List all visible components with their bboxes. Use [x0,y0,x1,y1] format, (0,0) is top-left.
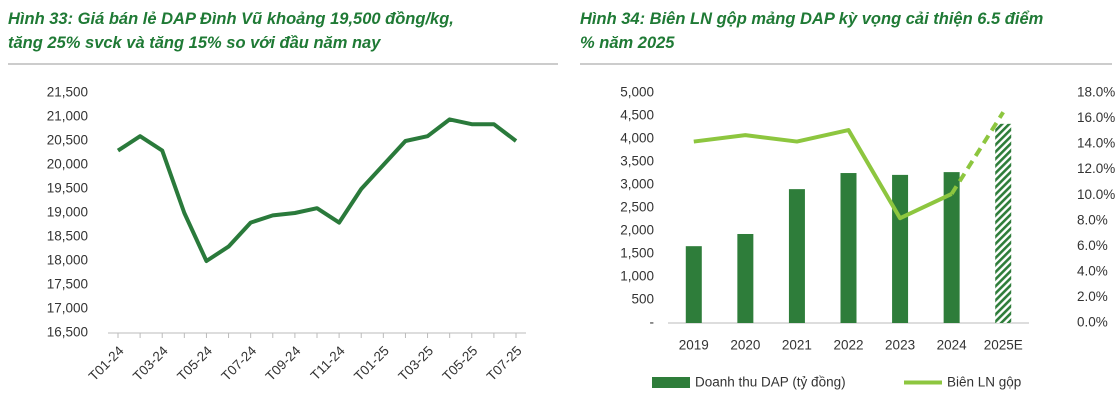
y2-tick-label: 2.0% [1077,289,1108,304]
legend-swatch [652,377,690,388]
y-tick-label: 19,000 [47,205,88,220]
bar [995,123,1012,323]
x-tick-label: 2025E [984,338,1023,353]
x-tick-label: T01-24 [86,343,127,384]
y2-tick-label: 12.0% [1077,161,1115,176]
y-tick-label: 17,000 [47,301,88,316]
x-tick-label: T07-25 [484,343,525,384]
y-tick-label: 21,000 [47,109,88,124]
y-tick-label: 2,000 [620,223,654,238]
x-tick-label: 2023 [885,338,915,353]
x-tick-label: 2019 [679,338,709,353]
y-tick-label: 19,500 [47,181,88,196]
bar [840,173,857,323]
x-tick-label: 2021 [782,338,812,353]
y-tick-label: 500 [631,292,654,307]
x-tick-label: 2022 [833,338,863,353]
x-tick-label: T11-24 [308,343,348,383]
bar [788,189,805,323]
y-tick-label: 20,500 [47,133,88,148]
y-tick-label: - [650,315,655,330]
y-tick-label: 3,500 [620,154,654,169]
y-tick-label: 16,500 [47,325,88,340]
x-tick-label: T07-24 [218,343,259,384]
x-tick-label: T05-24 [174,343,215,384]
y-tick-label: 21,500 [47,85,88,100]
y2-tick-label: 10.0% [1077,187,1115,202]
line-series [116,117,518,263]
bar [892,174,909,323]
legend-label: Biên LN gộp [947,375,1021,390]
line-series-projected [949,111,1005,196]
y-tick-label: 5,000 [620,85,654,100]
y-tick-label: 3,000 [620,177,654,192]
bar [943,172,960,323]
y2-tick-label: 14.0% [1077,136,1115,151]
chart-title: Hình 33: Giá bán lẻ DAP Đình Vũ khoảng 1… [8,10,454,28]
chart-title: tăng 25% svck và tăng 15% so với đầu năm… [8,34,381,52]
y-tick-label: 18,500 [47,229,88,244]
y2-tick-label: 18.0% [1077,85,1115,100]
y-tick-label: 20,000 [47,157,88,172]
y2-tick-label: 16.0% [1077,110,1115,125]
x-tick-label: T03-24 [130,343,171,384]
x-tick-label: T09-24 [263,343,304,384]
x-tick-label: T03-25 [395,343,436,384]
y-tick-label: 17,500 [47,277,88,292]
bar [737,233,754,323]
y-tick-label: 1,500 [620,246,654,261]
y-tick-label: 1,000 [620,269,654,284]
bar [685,246,702,323]
y2-tick-label: 4.0% [1077,263,1108,278]
x-tick-label: T05-25 [440,343,481,384]
y2-tick-label: 8.0% [1077,212,1108,227]
y-tick-label: 4,000 [620,131,654,146]
legend-label: Doanh thu DAP (tỷ đồng) [695,375,846,390]
y-tick-label: 2,500 [620,200,654,215]
line-series [693,128,953,221]
y-tick-label: 18,000 [47,253,88,268]
chart-title: % năm 2025 [580,34,675,52]
y-tick-label: 4,500 [620,108,654,123]
y2-tick-label: 0.0% [1077,315,1108,330]
x-tick-label: 2024 [937,338,968,353]
chart-title: Hình 34: Biên LN gộp mảng DAP kỳ vọng cả… [580,10,1043,28]
x-tick-label: 2020 [730,338,760,353]
x-tick-label: T01-25 [351,343,392,384]
y2-tick-label: 6.0% [1077,238,1108,253]
